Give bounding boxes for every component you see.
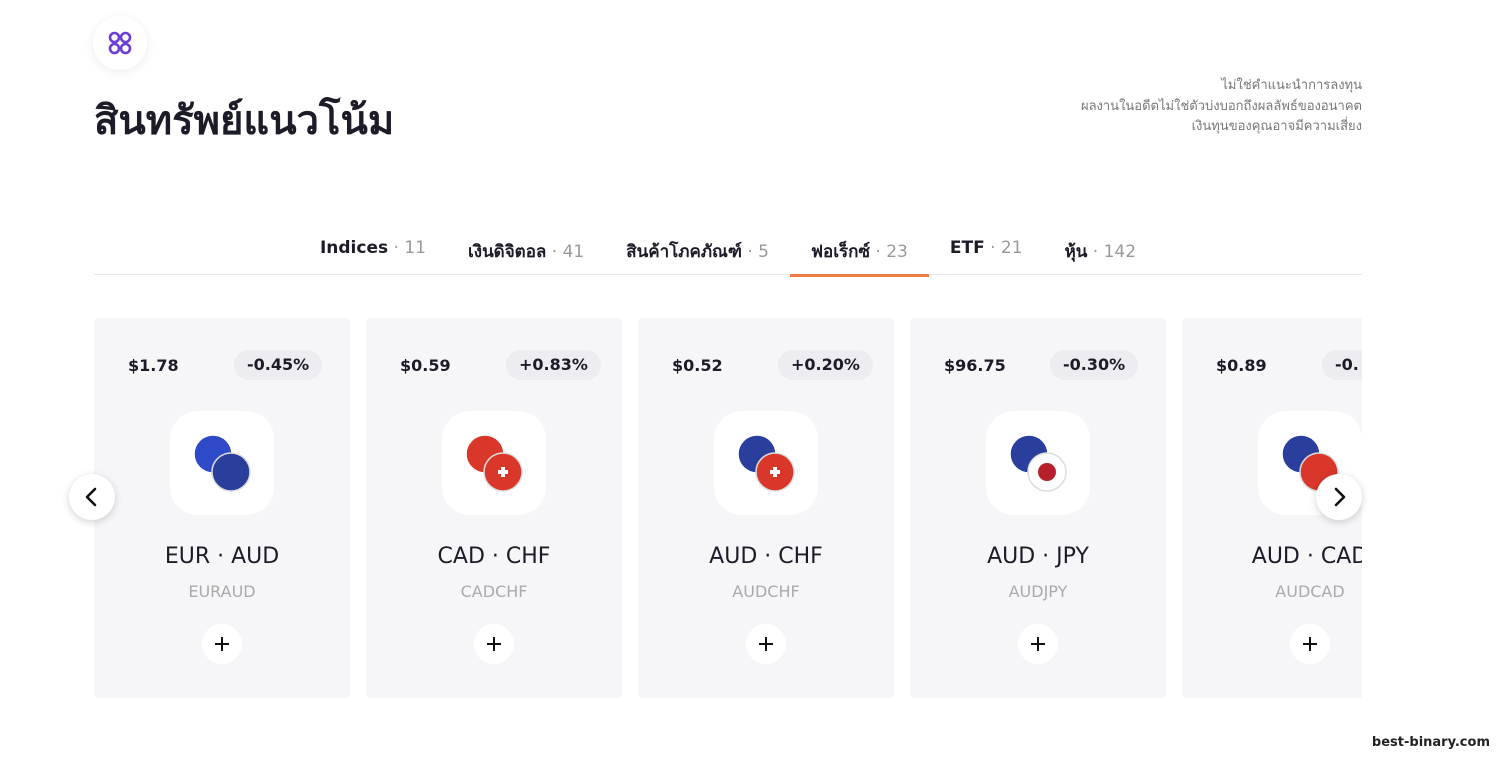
tab-name: ฟอเร็กซ์ bbox=[810, 242, 871, 262]
change-badge: -0.30% bbox=[1050, 350, 1139, 380]
tab[interactable]: ฟอเร็กซ์ · 23 bbox=[789, 224, 929, 277]
price: $0.59 bbox=[400, 356, 451, 375]
watermark: best-binary.com bbox=[1371, 735, 1490, 750]
tab-count-wrap: · 142 bbox=[1087, 242, 1136, 262]
tab-count: 41 bbox=[562, 242, 585, 262]
change-badge: -0.45% bbox=[234, 350, 323, 380]
tab-count-wrap: · 21 bbox=[985, 238, 1023, 258]
tab-name: หุ้น bbox=[1064, 242, 1088, 262]
tab-count-wrap: · 11 bbox=[388, 238, 426, 258]
flags bbox=[1009, 434, 1067, 492]
prev-icon bbox=[85, 487, 97, 507]
tab-count: 5 bbox=[758, 242, 769, 262]
change-badge: +0.20% bbox=[778, 350, 873, 380]
price: $96.75 bbox=[944, 356, 1006, 375]
symbol: AUDCAD bbox=[1275, 582, 1345, 601]
change-badge: +0.83% bbox=[506, 350, 601, 380]
add-button[interactable] bbox=[1290, 624, 1330, 664]
tab-name: เงินดิจิตอล bbox=[467, 242, 547, 262]
pair-name: AUD · CHF bbox=[709, 544, 823, 569]
flag-icon bbox=[442, 411, 546, 515]
logo[interactable] bbox=[93, 16, 147, 70]
add-button[interactable] bbox=[474, 624, 514, 664]
tab-separator: · bbox=[875, 242, 881, 262]
next-icon bbox=[1334, 487, 1346, 507]
flags bbox=[465, 434, 523, 492]
logo-icon bbox=[108, 31, 132, 55]
symbol: AUDCHF bbox=[732, 582, 800, 601]
add-button[interactable] bbox=[1018, 624, 1058, 664]
pair-name: AUD · CAD bbox=[1251, 544, 1362, 569]
tab[interactable]: เงินดิจิตอล · 41 bbox=[447, 224, 605, 274]
symbol: EURAUD bbox=[188, 582, 256, 601]
page-title: สินทรัพย์แนวโน้ม bbox=[94, 98, 395, 144]
disclaimer-line: เงินทุนของคุณอาจมีความเสี่ยง bbox=[1191, 119, 1362, 134]
tab-separator: · bbox=[747, 242, 753, 262]
asset-card[interactable]: $0.59 +0.83% CAD · CHF CADCHF bbox=[366, 318, 622, 698]
add-button[interactable] bbox=[202, 624, 242, 664]
tab-count: 21 bbox=[1000, 238, 1023, 258]
plus-icon bbox=[215, 637, 229, 651]
tab[interactable]: Indices · 11 bbox=[299, 224, 447, 274]
asset-card[interactable]: $1.78 -0.45% EUR · AUD EURAUD bbox=[94, 318, 350, 698]
tab-count: 23 bbox=[886, 242, 908, 262]
price: $0.52 bbox=[672, 356, 723, 375]
tab-count-wrap: · 41 bbox=[546, 242, 584, 262]
pair-name: CAD · CHF bbox=[437, 544, 551, 569]
change-badge: -0. bbox=[1322, 350, 1362, 380]
tab[interactable]: ETF · 21 bbox=[929, 224, 1044, 274]
flags bbox=[193, 434, 251, 492]
tab-separator: · bbox=[551, 242, 558, 262]
tab-name: Indices bbox=[319, 238, 389, 258]
tab-name: สินค้าโภคภัณฑ์ bbox=[626, 242, 742, 262]
next-arrow[interactable] bbox=[1316, 474, 1362, 520]
tab-bar: Indices · 11 เงินดิจิตอล · 41 สินค้าโภคภัณ… bbox=[94, 224, 1362, 277]
tab-separator: · bbox=[393, 238, 399, 258]
plus-icon bbox=[1031, 637, 1045, 651]
price: $0.89 bbox=[1216, 356, 1267, 375]
tab[interactable]: หุ้น · 142 bbox=[1044, 224, 1158, 274]
flag-icon bbox=[170, 411, 274, 515]
symbol: CADCHF bbox=[460, 582, 528, 601]
disclaimer-line: ผลงานในอดีตไม่ใช่ตัวบ่งบอกถึงผลลัพธ์ของอ… bbox=[1080, 98, 1362, 114]
tab-count: 11 bbox=[404, 238, 426, 258]
flag-icon bbox=[986, 411, 1090, 515]
tab-separator: · bbox=[990, 238, 996, 258]
plus-icon bbox=[1303, 637, 1317, 651]
prev-arrow[interactable] bbox=[69, 474, 115, 520]
asset-card[interactable]: $96.75 -0.30% AUD · JPY AUDJPY bbox=[910, 318, 1166, 698]
disclaimer: ไม่ใช่คำแนะนำการลงทุน ผลงานในอดีตไม่ใช่ต… bbox=[1081, 76, 1362, 138]
flags bbox=[737, 434, 795, 492]
price: $1.78 bbox=[128, 356, 179, 375]
symbol: AUDJPY bbox=[1008, 582, 1068, 601]
plus-icon bbox=[759, 637, 773, 651]
asset-card[interactable]: $0.52 +0.20% AUD · CHF AUDCHF bbox=[638, 318, 894, 698]
tab-count-wrap: · 5 bbox=[742, 242, 769, 262]
add-button[interactable] bbox=[746, 624, 786, 664]
pair-name: AUD · JPY bbox=[987, 544, 1089, 569]
plus-icon bbox=[487, 637, 501, 651]
card-track: $1.78 -0.45% EUR · AUD EURAUD $0.59 +0.83% CAD… bbox=[94, 318, 1362, 698]
pair-name: EUR · AUD bbox=[164, 544, 280, 569]
tab[interactable]: สินค้าโภคภัณฑ์ · 5 bbox=[605, 224, 790, 274]
tab-separator: · bbox=[1092, 242, 1099, 262]
disclaimer-line: ไม่ใช่คำแนะนำการลงทุน bbox=[1221, 78, 1362, 93]
flag-icon bbox=[714, 411, 818, 515]
tab-count: 142 bbox=[1103, 242, 1137, 262]
tab-name: ETF bbox=[949, 238, 985, 258]
tab-count-wrap: · 23 bbox=[870, 242, 908, 262]
